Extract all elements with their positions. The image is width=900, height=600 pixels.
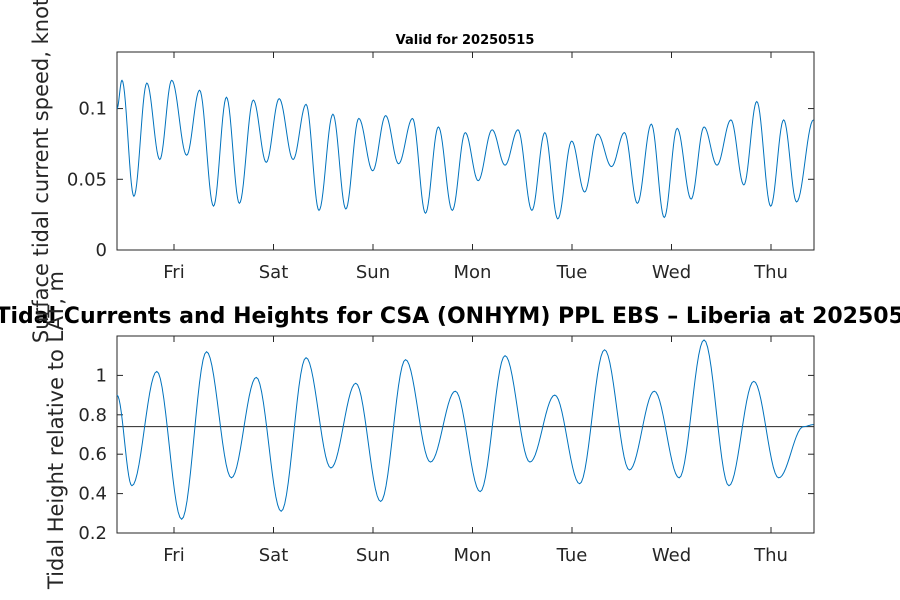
x-tick-label: Fri xyxy=(163,262,184,283)
tidal-height-title: Tidal Currents and Heights for CSA (ONHY… xyxy=(0,304,900,329)
y-tick-label: 1 xyxy=(96,365,107,386)
tidal-height-series-line xyxy=(116,339,814,520)
x-tick-label: Tue xyxy=(556,545,588,566)
current-speed-panel: Fri Sat Sun Mon Tue Wed Thu 0 0.05 0.1 Valid for … xyxy=(67,33,815,283)
x-tick-label: Sun xyxy=(356,262,390,283)
x-tick-label: Mon xyxy=(454,262,492,283)
current-speed-ylabel: Surface tidal current speed, knots xyxy=(29,0,53,343)
x-tick-label: Fri xyxy=(163,545,184,566)
y-tick-label: 0.05 xyxy=(67,169,107,190)
tidal-height-ticks: Fri Sat Sun Mon Tue Wed Thu 0.2 0.4 0.6 0.8 1 xyxy=(78,336,814,566)
current-speed-title: Valid for 20250515 xyxy=(396,33,535,48)
y-tick-label: 0 xyxy=(96,240,107,261)
y-tick-label: 0.1 xyxy=(78,99,107,120)
x-tick-label: Mon xyxy=(454,545,492,566)
x-tick-label: Wed xyxy=(652,545,691,566)
y-tick-label: 0.8 xyxy=(78,405,107,426)
x-tick-label: Sun xyxy=(356,545,390,566)
x-tick-label: Sat xyxy=(259,262,289,283)
x-tick-label: Wed xyxy=(652,262,691,283)
current-speed-axes-box xyxy=(116,51,815,251)
tidal-height-ylabel: Tidal Height relative to LAT, m xyxy=(44,271,68,590)
y-tick-label: 0.2 xyxy=(78,523,107,544)
x-tick-label: Thu xyxy=(753,262,788,283)
x-tick-label: Sat xyxy=(259,545,289,566)
current-speed-ticks: Fri Sat Sun Mon Tue Wed Thu 0 0.05 0.1 xyxy=(67,52,814,283)
tidal-height-panel: Fri Sat Sun Mon Tue Wed Thu 0.2 0.4 0.6 0.8 1 xyxy=(78,335,815,566)
x-tick-label: Thu xyxy=(753,545,788,566)
y-tick-label: 0.4 xyxy=(78,484,107,505)
current-speed-series-line xyxy=(116,79,814,220)
x-tick-label: Tue xyxy=(556,262,588,283)
y-tick-label: 0.6 xyxy=(78,444,107,465)
tidal-height-axes-box xyxy=(116,335,815,534)
